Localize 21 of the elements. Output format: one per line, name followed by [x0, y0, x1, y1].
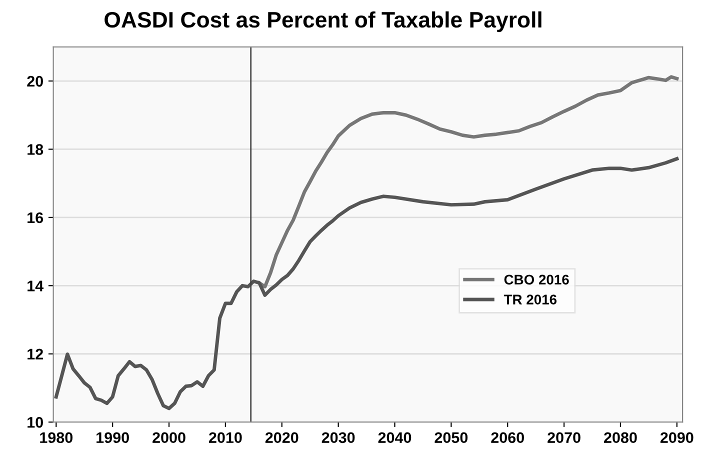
x-tick-label: 1980	[40, 432, 73, 444]
y-tick-label: 14	[28, 280, 44, 292]
legend-label: TR 2016	[504, 294, 557, 304]
x-tick-label: 1990	[96, 432, 129, 444]
x-tick-label: 2070	[548, 432, 580, 444]
x-tick-label: 2050	[434, 432, 468, 444]
y-tick-label: 20	[27, 76, 43, 87]
x-tick-label: 2030	[322, 432, 355, 444]
x-tick-label: 2090	[660, 432, 694, 444]
y-tick-label: 18	[28, 144, 44, 155]
chart-title: OASDI Cost as Percent of Taxable Payroll	[104, 11, 542, 32]
x-tick-label: 2010	[208, 432, 242, 444]
x-tick-label: 2040	[378, 432, 412, 444]
x-tick-label: 2000	[152, 432, 186, 444]
x-tick-label: 2020	[265, 432, 298, 444]
x-tick-label: 2080	[604, 432, 637, 444]
legend-label: CBO 2016	[504, 274, 569, 285]
y-tick-label: 12	[28, 348, 43, 360]
x-tick-label: 2060	[491, 432, 524, 444]
y-tick-label: 10	[28, 416, 43, 428]
y-tick-label: 16	[28, 212, 44, 224]
